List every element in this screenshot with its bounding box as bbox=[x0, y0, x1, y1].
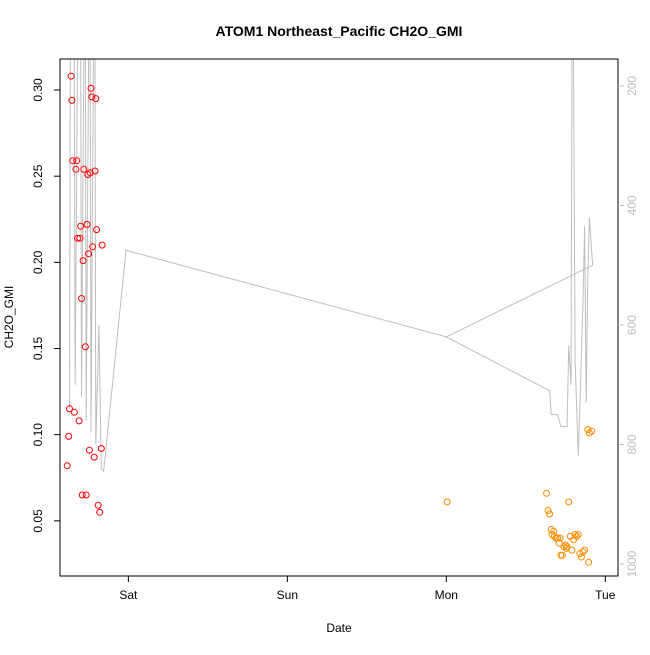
y2-tick-label-0: 200 bbox=[625, 76, 639, 96]
data-point-s0-0 bbox=[63, 462, 71, 470]
data-point-s0-28 bbox=[91, 167, 99, 175]
data-point-s1-17 bbox=[563, 543, 571, 551]
data-point-s0-22 bbox=[85, 446, 93, 454]
data-point-s0-33 bbox=[97, 445, 105, 452]
data-point-s0-11 bbox=[76, 234, 84, 242]
y-axis-label: CH2O_GMI bbox=[2, 286, 16, 349]
data-point-s0-29 bbox=[92, 95, 100, 103]
y-tick-label-0: 0.05 bbox=[31, 509, 45, 533]
data-point-s0-7 bbox=[72, 165, 80, 173]
data-point-s0-1 bbox=[65, 432, 73, 440]
data-point-s1-29 bbox=[584, 426, 592, 433]
x-axis-label: Date bbox=[326, 621, 352, 635]
data-point-s0-3 bbox=[67, 72, 75, 80]
data-point-s0-19 bbox=[83, 220, 91, 228]
data-point-s0-31 bbox=[94, 501, 102, 509]
data-point-s0-2 bbox=[66, 405, 73, 413]
x-tick-label-3: Tue bbox=[595, 588, 616, 602]
data-point-s1-15 bbox=[562, 541, 569, 549]
data-points-layer bbox=[63, 72, 596, 566]
data-point-s0-17 bbox=[81, 343, 89, 351]
data-point-s0-16 bbox=[80, 165, 88, 173]
data-point-s0-23 bbox=[86, 169, 94, 177]
y-tick-label-1: 0.10 bbox=[31, 423, 45, 447]
data-point-s0-5 bbox=[69, 157, 77, 165]
data-point-s0-32 bbox=[96, 508, 104, 516]
chart-title: ATOM1 Northeast_Pacific CH2O_GMI bbox=[216, 23, 463, 39]
data-point-s1-20 bbox=[568, 546, 576, 554]
data-point-s1-22 bbox=[571, 531, 579, 539]
x-tick-label-0: Sat bbox=[119, 588, 138, 602]
data-point-s0-15 bbox=[79, 257, 87, 265]
y-axis: 0.05 0.10 0.15 0.20 0.25 0.30 bbox=[31, 78, 60, 533]
x-tick-label-2: Mon bbox=[435, 588, 458, 602]
y-tick-label-3: 0.20 bbox=[31, 250, 45, 274]
data-point-s1-27 bbox=[579, 548, 587, 556]
right-pressure-axis: 200 400 600 800 1000 bbox=[618, 76, 639, 577]
data-point-s0-30 bbox=[93, 226, 101, 234]
data-point-s1-30 bbox=[585, 558, 593, 566]
altitude-track-line bbox=[69, 59, 594, 473]
data-point-s0-21 bbox=[85, 250, 93, 258]
data-point-s1-1 bbox=[543, 489, 550, 497]
data-point-s1-0 bbox=[443, 498, 451, 506]
data-point-s1-2 bbox=[544, 507, 552, 514]
data-point-s0-6 bbox=[70, 408, 78, 416]
y2-tick-label-2: 600 bbox=[625, 315, 639, 335]
data-point-s1-23 bbox=[573, 532, 581, 540]
y-tick-label-5: 0.30 bbox=[31, 78, 45, 102]
data-point-s0-25 bbox=[88, 93, 96, 101]
data-point-s0-13 bbox=[78, 295, 85, 302]
data-point-s0-12 bbox=[77, 222, 85, 230]
y-tick-label-4: 0.25 bbox=[31, 164, 45, 188]
data-point-s1-11 bbox=[556, 534, 564, 542]
y2-tick-label-1: 400 bbox=[625, 195, 639, 215]
data-point-s0-26 bbox=[89, 243, 97, 251]
data-point-s1-28 bbox=[581, 546, 589, 554]
altitude-track-layer bbox=[69, 59, 594, 473]
y2-tick-label-3: 800 bbox=[625, 434, 639, 454]
data-point-s1-13 bbox=[558, 551, 566, 559]
data-point-s1-24 bbox=[574, 531, 582, 539]
data-point-s0-18 bbox=[82, 491, 90, 499]
data-point-s0-4 bbox=[68, 96, 76, 104]
plot-frame bbox=[59, 58, 619, 577]
data-point-s1-3 bbox=[546, 510, 554, 518]
data-point-s1-6 bbox=[550, 527, 558, 535]
data-point-s1-18 bbox=[565, 498, 573, 506]
data-point-s1-32 bbox=[588, 427, 596, 435]
y-tick-label-2: 0.15 bbox=[31, 336, 45, 360]
data-point-s1-10 bbox=[555, 539, 563, 547]
y2-tick-label-4: 1000 bbox=[625, 550, 639, 577]
data-point-s0-8 bbox=[73, 157, 81, 165]
data-point-s0-14 bbox=[78, 491, 86, 499]
x-axis: Sat Sun Mon Tue bbox=[119, 576, 616, 602]
data-point-s0-24 bbox=[87, 84, 95, 92]
data-point-s0-9 bbox=[74, 234, 81, 242]
data-point-s0-10 bbox=[75, 417, 83, 425]
x-tick-label-1: Sun bbox=[277, 588, 298, 602]
data-point-s0-27 bbox=[90, 453, 98, 461]
data-point-s0-34 bbox=[98, 241, 106, 249]
